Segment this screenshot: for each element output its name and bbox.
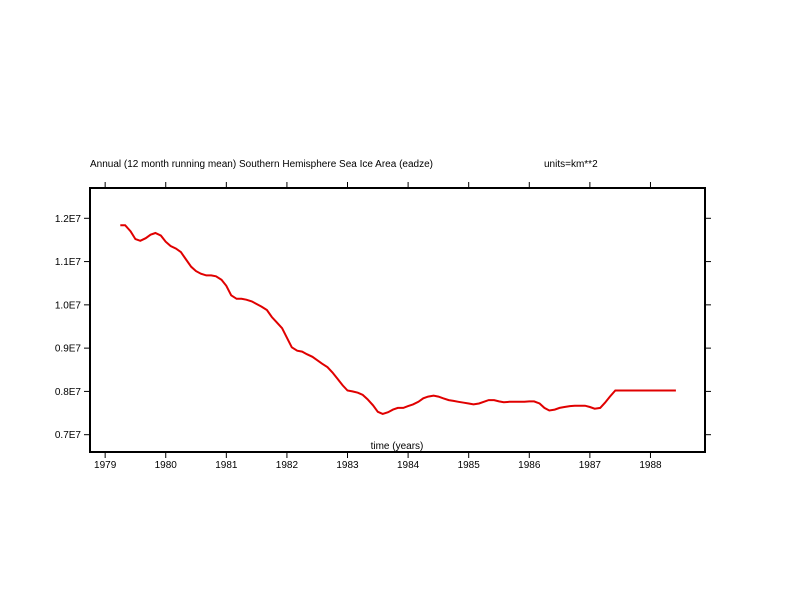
x-tick-label: 1985 (458, 460, 481, 471)
x-tick-label: 1981 (215, 460, 238, 471)
y-tick-label: 0.8E7 (55, 387, 82, 398)
x-axis-label: time (years) (371, 441, 424, 452)
y-tick-label: 1.0E7 (55, 300, 82, 311)
y-tick-label: 0.9E7 (55, 344, 82, 355)
x-tick-label: 1987 (579, 460, 602, 471)
x-tick-label: 1980 (155, 460, 178, 471)
x-tick-label: 1986 (518, 460, 541, 471)
series-line (120, 224, 676, 415)
x-tick-label: 1983 (336, 460, 359, 471)
plot-frame (89, 187, 706, 453)
y-axis: 0.7E7 0.8E7 0.9E7 1.0E7 1.1E7 1.2E7 (55, 214, 711, 441)
x-tick-label: 1988 (639, 460, 662, 471)
units-label: units=km**2 (544, 159, 598, 170)
x-axis: 1979 1980 1981 1982 1983 1984 1985 1986 1987 1988 (94, 182, 662, 471)
y-tick-label: 1.1E7 (55, 257, 82, 268)
x-tick-label: 1984 (397, 460, 420, 471)
y-tick-label: 0.7E7 (55, 430, 82, 441)
x-tick-label: 1979 (94, 460, 117, 471)
y-tick-label: 1.2E7 (55, 214, 82, 225)
chart-title: Annual (12 month running mean) Southern … (90, 159, 433, 170)
x-tick-label: 1982 (276, 460, 299, 471)
